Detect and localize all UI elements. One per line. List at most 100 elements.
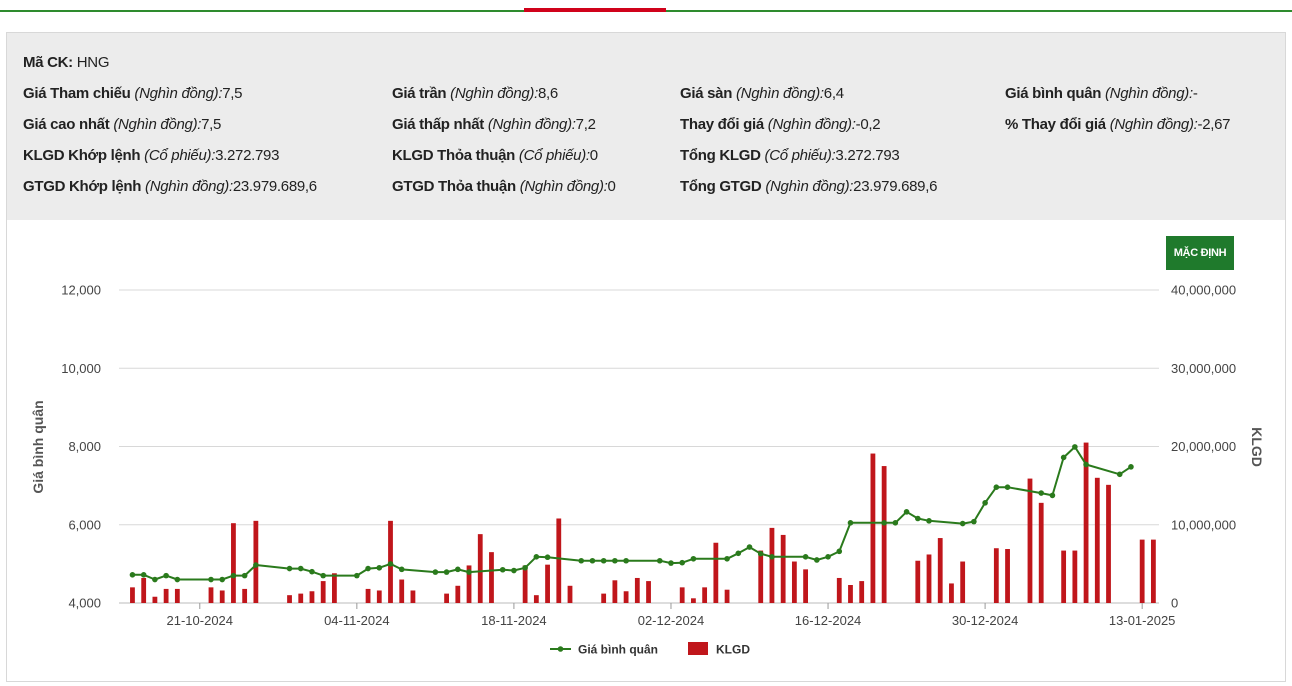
price-point[interactable] bbox=[175, 577, 181, 583]
price-point[interactable] bbox=[612, 558, 618, 564]
volume-bar[interactable] bbox=[489, 552, 494, 603]
volume-bar[interactable] bbox=[444, 594, 449, 603]
volume-bar[interactable] bbox=[130, 587, 135, 603]
price-point[interactable] bbox=[691, 556, 697, 562]
volume-bar[interactable] bbox=[1028, 479, 1033, 603]
price-point[interactable] bbox=[163, 573, 169, 579]
volume-bar[interactable] bbox=[220, 590, 225, 603]
volume-bar[interactable] bbox=[556, 518, 561, 603]
volume-bar[interactable] bbox=[803, 569, 808, 603]
volume-bar[interactable] bbox=[253, 521, 258, 603]
price-point[interactable] bbox=[1083, 462, 1089, 468]
price-point[interactable] bbox=[1072, 444, 1078, 450]
volume-bar[interactable] bbox=[534, 595, 539, 603]
volume-bar[interactable] bbox=[1072, 551, 1077, 603]
volume-bar[interactable] bbox=[1039, 503, 1044, 603]
price-point[interactable] bbox=[915, 516, 921, 522]
price-point[interactable] bbox=[971, 519, 977, 525]
price-point[interactable] bbox=[130, 572, 136, 578]
volume-bar[interactable] bbox=[1095, 478, 1100, 603]
volume-bar[interactable] bbox=[781, 535, 786, 603]
volume-bar[interactable] bbox=[859, 581, 864, 603]
volume-bar[interactable] bbox=[871, 454, 876, 603]
price-point[interactable] bbox=[141, 572, 147, 578]
price-point[interactable] bbox=[590, 558, 596, 564]
price-point[interactable] bbox=[219, 577, 225, 583]
volume-bar[interactable] bbox=[231, 523, 236, 603]
price-point[interactable] bbox=[724, 556, 730, 562]
price-point[interactable] bbox=[735, 551, 741, 557]
volume-bar[interactable] bbox=[927, 554, 932, 603]
price-point[interactable] bbox=[994, 484, 1000, 490]
volume-bar[interactable] bbox=[960, 562, 965, 603]
volume-bar[interactable] bbox=[624, 591, 629, 603]
price-point[interactable] bbox=[455, 567, 461, 573]
price-point[interactable] bbox=[623, 558, 629, 564]
price-point[interactable] bbox=[365, 566, 371, 572]
volume-bar[interactable] bbox=[1061, 551, 1066, 603]
volume-bar[interactable] bbox=[242, 589, 247, 603]
price-point[interactable] bbox=[825, 554, 831, 560]
volume-bar[interactable] bbox=[770, 528, 775, 603]
price-point[interactable] bbox=[881, 520, 887, 526]
price-point[interactable] bbox=[388, 561, 394, 567]
price-point[interactable] bbox=[376, 565, 382, 571]
price-point[interactable] bbox=[758, 551, 764, 557]
price-point[interactable] bbox=[679, 560, 685, 566]
price-point[interactable] bbox=[511, 568, 517, 574]
price-point[interactable] bbox=[836, 549, 842, 555]
price-point[interactable] bbox=[657, 558, 663, 564]
volume-bar[interactable] bbox=[635, 578, 640, 603]
legend-label-price[interactable]: Giá bình quân bbox=[578, 643, 658, 657]
volume-bar[interactable] bbox=[713, 543, 718, 603]
volume-bar[interactable] bbox=[691, 598, 696, 603]
volume-bar[interactable] bbox=[1151, 540, 1156, 603]
price-point[interactable] bbox=[534, 554, 540, 560]
volume-bar[interactable] bbox=[725, 590, 730, 603]
price-point[interactable] bbox=[522, 565, 528, 571]
price-point[interactable] bbox=[444, 569, 450, 575]
volume-bar[interactable] bbox=[646, 581, 651, 603]
price-point[interactable] bbox=[960, 521, 966, 527]
volume-bar[interactable] bbox=[523, 565, 528, 603]
price-point[interactable] bbox=[982, 500, 988, 506]
volume-bar[interactable] bbox=[680, 587, 685, 603]
volume-bar[interactable] bbox=[601, 594, 606, 603]
price-point[interactable] bbox=[1061, 455, 1067, 461]
volume-bar[interactable] bbox=[332, 573, 337, 603]
price-point[interactable] bbox=[466, 569, 472, 575]
volume-bar[interactable] bbox=[455, 586, 460, 603]
volume-bar[interactable] bbox=[310, 591, 315, 603]
price-point[interactable] bbox=[1005, 484, 1011, 490]
price-point[interactable] bbox=[287, 566, 293, 572]
price-point[interactable] bbox=[1050, 493, 1056, 499]
price-point[interactable] bbox=[433, 569, 439, 575]
volume-bar[interactable] bbox=[1005, 549, 1010, 603]
price-point[interactable] bbox=[152, 577, 158, 583]
volume-bar[interactable] bbox=[949, 583, 954, 603]
volume-bar[interactable] bbox=[1140, 540, 1145, 603]
volume-bar[interactable] bbox=[175, 589, 180, 603]
price-point[interactable] bbox=[803, 554, 809, 560]
price-point[interactable] bbox=[668, 560, 674, 566]
price-point[interactable] bbox=[769, 554, 775, 560]
price-point[interactable] bbox=[578, 558, 584, 564]
volume-bar[interactable] bbox=[209, 587, 214, 603]
volume-bar[interactable] bbox=[366, 589, 371, 603]
volume-bar[interactable] bbox=[568, 586, 573, 603]
volume-bar[interactable] bbox=[411, 590, 416, 603]
volume-bar[interactable] bbox=[994, 548, 999, 603]
price-point[interactable] bbox=[399, 567, 405, 573]
volume-bar[interactable] bbox=[848, 585, 853, 603]
price-point[interactable] bbox=[545, 554, 551, 560]
volume-bar[interactable] bbox=[792, 562, 797, 603]
volume-bar[interactable] bbox=[141, 578, 146, 603]
volume-bar[interactable] bbox=[153, 597, 158, 603]
volume-bar[interactable] bbox=[478, 534, 483, 603]
price-point[interactable] bbox=[747, 544, 753, 550]
chart-legend[interactable]: Giá bình quân KLGD bbox=[550, 642, 750, 657]
volume-bar[interactable] bbox=[1106, 485, 1111, 603]
volume-bar[interactable] bbox=[612, 580, 617, 603]
price-point[interactable] bbox=[354, 573, 360, 579]
volume-bar[interactable] bbox=[702, 587, 707, 603]
